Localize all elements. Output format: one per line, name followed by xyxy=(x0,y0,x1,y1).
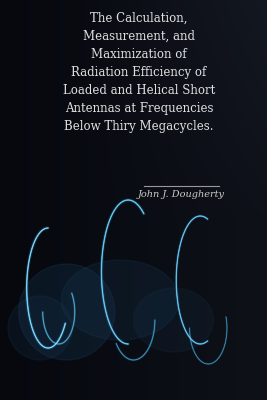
Text: The Calculation,
Measurement, and
Maximization of
Radiation Efficiency of
Loaded: The Calculation, Measurement, and Maximi… xyxy=(63,12,215,133)
Ellipse shape xyxy=(61,260,179,340)
Ellipse shape xyxy=(19,264,115,360)
Ellipse shape xyxy=(8,296,72,360)
Ellipse shape xyxy=(134,288,214,352)
Text: John J. Dougherty: John J. Dougherty xyxy=(138,190,225,199)
